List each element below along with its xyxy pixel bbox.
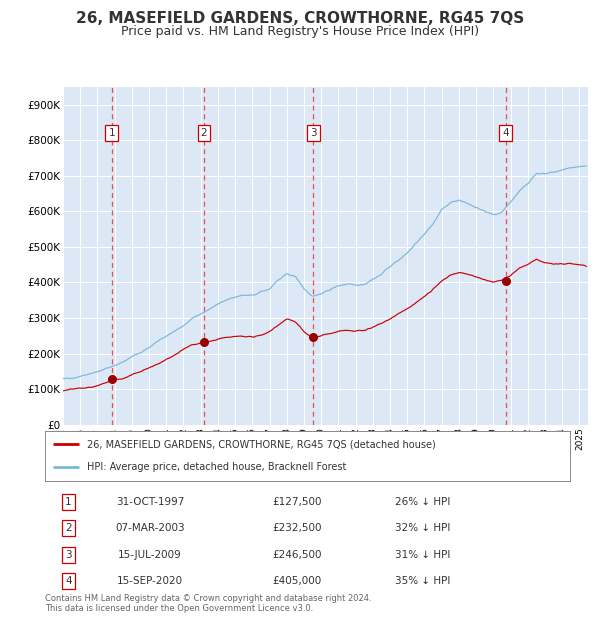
Text: Contains HM Land Registry data © Crown copyright and database right 2024.
This d: Contains HM Land Registry data © Crown c… <box>45 594 371 613</box>
Text: Price paid vs. HM Land Registry's House Price Index (HPI): Price paid vs. HM Land Registry's House … <box>121 25 479 38</box>
Text: 26, MASEFIELD GARDENS, CROWTHORNE, RG45 7QS: 26, MASEFIELD GARDENS, CROWTHORNE, RG45 … <box>76 11 524 26</box>
Text: 26% ↓ HPI: 26% ↓ HPI <box>395 497 451 507</box>
Text: 31% ↓ HPI: 31% ↓ HPI <box>395 550 451 560</box>
Text: 07-MAR-2003: 07-MAR-2003 <box>115 523 185 533</box>
Text: 32% ↓ HPI: 32% ↓ HPI <box>395 523 451 533</box>
Text: 2: 2 <box>200 128 207 138</box>
Text: 31-OCT-1997: 31-OCT-1997 <box>116 497 184 507</box>
Text: 2: 2 <box>65 523 72 533</box>
Text: HPI: Average price, detached house, Bracknell Forest: HPI: Average price, detached house, Brac… <box>87 462 346 472</box>
Text: 4: 4 <box>502 128 509 138</box>
Text: £246,500: £246,500 <box>272 550 322 560</box>
Text: 1: 1 <box>109 128 115 138</box>
Text: 15-JUL-2009: 15-JUL-2009 <box>118 550 182 560</box>
Text: 3: 3 <box>65 550 72 560</box>
Text: 3: 3 <box>310 128 317 138</box>
Text: 1: 1 <box>65 497 72 507</box>
Text: 15-SEP-2020: 15-SEP-2020 <box>117 576 183 586</box>
Text: £405,000: £405,000 <box>272 576 322 586</box>
Text: 35% ↓ HPI: 35% ↓ HPI <box>395 576 451 586</box>
Text: 4: 4 <box>65 576 72 586</box>
Text: 26, MASEFIELD GARDENS, CROWTHORNE, RG45 7QS (detached house): 26, MASEFIELD GARDENS, CROWTHORNE, RG45 … <box>87 440 436 450</box>
Text: £232,500: £232,500 <box>272 523 322 533</box>
Text: £127,500: £127,500 <box>272 497 322 507</box>
